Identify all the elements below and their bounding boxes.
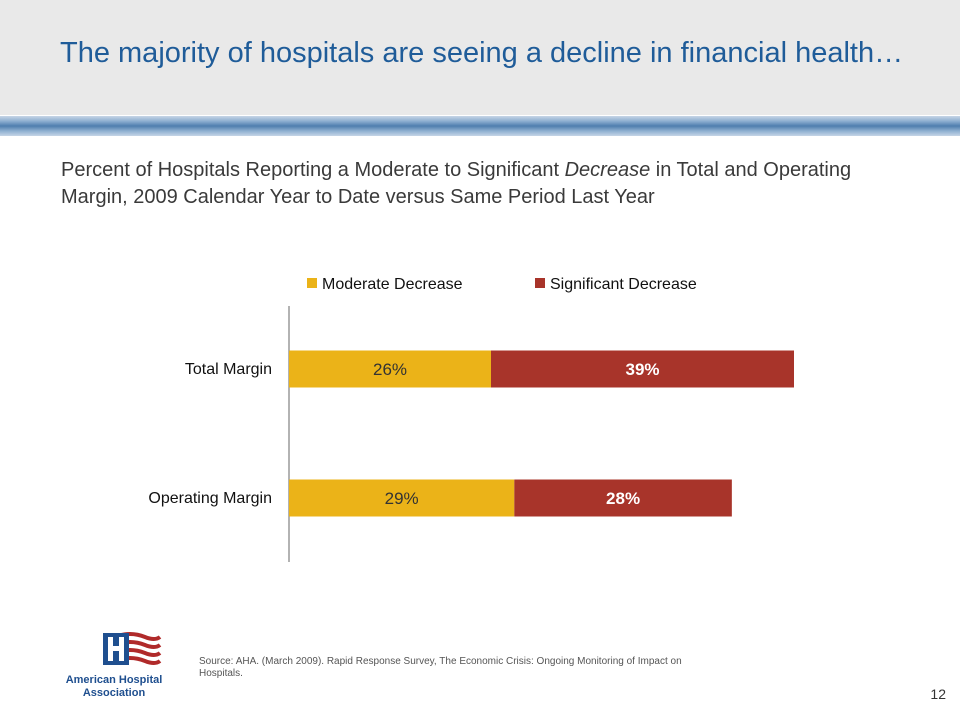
legend-label: Significant Decrease: [550, 276, 697, 293]
category-label: Total Margin: [185, 361, 272, 378]
logo-text-line-1: American Hospital: [66, 674, 163, 686]
chart-subtitle-part-1: Percent of Hospitals Reporting a Moderat…: [61, 159, 565, 181]
chart-subtitle-emphasis: Decrease: [564, 159, 651, 181]
category-label: Operating Margin: [148, 490, 272, 507]
bar-segment-moderate: [289, 479, 515, 517]
bar-segment-significant: [491, 350, 794, 388]
legend-swatch: [535, 278, 545, 288]
logo-flag-mark: [103, 632, 162, 665]
data-label: 39%: [625, 360, 659, 379]
legend-swatch: [307, 278, 317, 288]
chart-subtitle-part-3: in Total and Operating Margin, 2009 Cale…: [61, 159, 852, 208]
data-label: 28%: [606, 489, 640, 508]
page-number: 12: [930, 686, 946, 702]
hospital-flag-logo-icon: American Hospital Association: [66, 632, 163, 699]
bar-segment-significant: [514, 479, 732, 517]
logo-text-line-2: Association: [83, 687, 146, 699]
title-divider: [0, 116, 960, 136]
bar-segment-moderate: [289, 350, 491, 388]
legend-label: Moderate Decrease: [322, 276, 463, 293]
slide-title: The majority of hospitals are seeing a d…: [60, 37, 904, 69]
data-label: 26%: [373, 360, 407, 379]
chart-subtitle: Percent of Hospitals Reporting a Moderat…: [61, 157, 861, 211]
source-note: Source: AHA. (March 2009). Rapid Respons…: [199, 656, 682, 679]
data-label: 29%: [385, 489, 419, 508]
title-band: [0, 0, 960, 115]
